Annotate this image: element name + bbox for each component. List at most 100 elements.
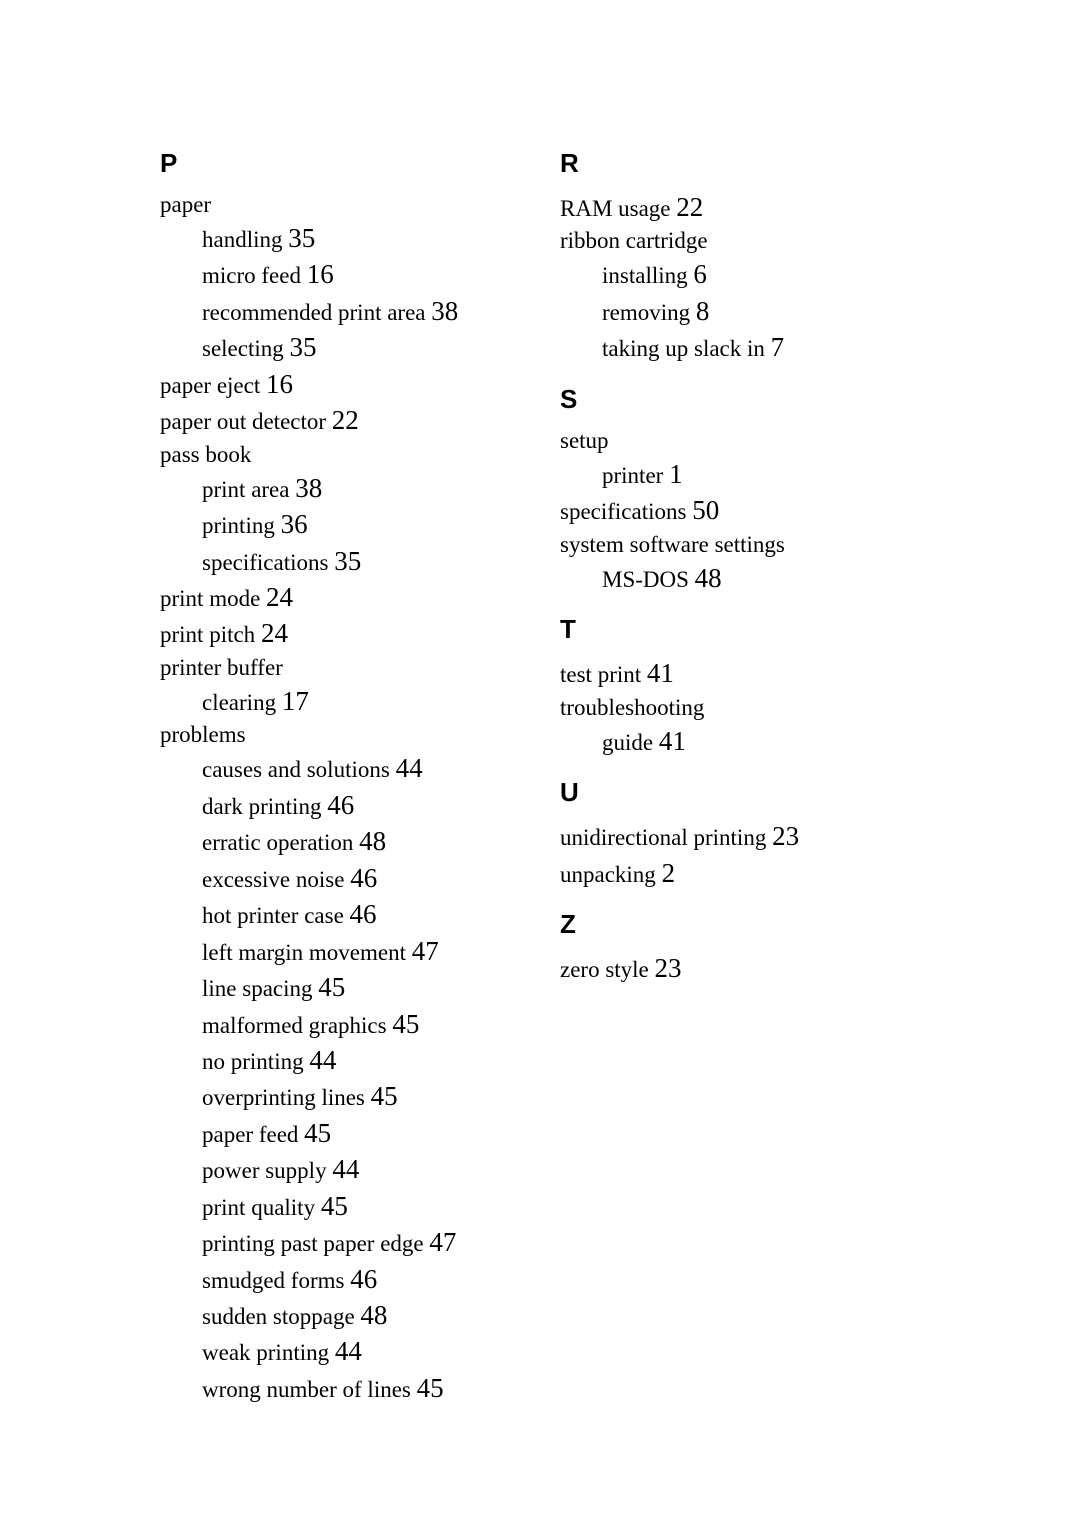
index-entry: system software settings — [560, 529, 920, 560]
entry-page: 36 — [281, 509, 308, 539]
entry-text: print mode — [160, 586, 260, 611]
entry-page: 46 — [350, 1264, 377, 1294]
index-entry: unidirectional printing 23 — [560, 818, 920, 854]
entry-text: overprinting lines — [202, 1085, 365, 1110]
entry-text: zero style — [560, 957, 649, 982]
entry-page: 44 — [335, 1336, 362, 1366]
entry-page: 23 — [655, 953, 682, 983]
entry-text: paper out detector — [160, 409, 326, 434]
index-entry: RAM usage 22 — [560, 189, 920, 225]
entry-page: 45 — [417, 1373, 444, 1403]
entry-text: sudden stoppage — [202, 1304, 355, 1329]
entry-text: printing — [202, 513, 275, 538]
entry-page: 48 — [695, 563, 722, 593]
entry-text: pass book — [160, 442, 251, 467]
index-entry: paper — [160, 189, 520, 220]
entry-page: 16 — [307, 259, 334, 289]
index-sub-entry: dark printing 46 — [160, 787, 520, 823]
index-sub-entry: overprinting lines 45 — [160, 1078, 520, 1114]
entry-page: 50 — [692, 495, 719, 525]
index-sub-entry: taking up slack in 7 — [560, 329, 920, 365]
index-sub-entry: removing 8 — [560, 293, 920, 329]
index-sub-entry: smudged forms 46 — [160, 1261, 520, 1297]
entry-text: micro feed — [202, 263, 301, 288]
index-sub-entry: wrong number of lines 45 — [160, 1370, 520, 1406]
index-sub-entry: erratic operation 48 — [160, 823, 520, 859]
entry-page: 22 — [332, 405, 359, 435]
entry-text: erratic operation — [202, 830, 353, 855]
index-sub-entry: clearing 17 — [160, 683, 520, 719]
entry-text: MS-DOS — [602, 567, 689, 592]
entry-page: 38 — [295, 473, 322, 503]
index-sub-entry: handling 35 — [160, 220, 520, 256]
entry-text: setup — [560, 428, 609, 453]
entry-page: 47 — [412, 936, 439, 966]
entry-text: power supply — [202, 1158, 327, 1183]
entry-page: 46 — [350, 863, 377, 893]
index-sub-entry: selecting 35 — [160, 329, 520, 365]
entry-text: print pitch — [160, 622, 255, 647]
entry-text: guide — [602, 730, 653, 755]
index-sub-entry: printer 1 — [560, 456, 920, 492]
entry-text: paper feed — [202, 1122, 298, 1147]
letter-heading: T — [560, 614, 920, 645]
entry-page: 45 — [371, 1081, 398, 1111]
index-entry: print pitch 24 — [160, 615, 520, 651]
entry-text: wrong number of lines — [202, 1377, 411, 1402]
index-sub-entry: hot printer case 46 — [160, 896, 520, 932]
entry-text: recommended print area — [202, 300, 426, 325]
entry-text: hot printer case — [202, 903, 344, 928]
entry-page: 44 — [332, 1154, 359, 1184]
entry-text: system software settings — [560, 532, 785, 557]
entry-page: 24 — [266, 582, 293, 612]
index-sub-entry: sudden stoppage 48 — [160, 1297, 520, 1333]
index-sub-entry: no printing 44 — [160, 1042, 520, 1078]
index-sub-entry: paper feed 45 — [160, 1115, 520, 1151]
letter-heading: S — [560, 384, 920, 415]
index-entry: pass book — [160, 439, 520, 470]
entry-text: RAM usage — [560, 196, 671, 221]
index-entry: paper eject 16 — [160, 366, 520, 402]
entry-page: 35 — [288, 223, 315, 253]
entry-text: test print — [560, 662, 641, 687]
index-sub-entry: excessive noise 46 — [160, 860, 520, 896]
column-right: RRAM usage 22ribbon cartridgeinstalling … — [560, 148, 920, 1406]
index-sub-entry: left margin movement 47 — [160, 933, 520, 969]
entry-page: 16 — [266, 369, 293, 399]
index-sub-entry: causes and solutions 44 — [160, 750, 520, 786]
entry-text: print quality — [202, 1195, 315, 1220]
entry-page: 44 — [309, 1045, 336, 1075]
entry-text: specifications — [560, 499, 686, 524]
entry-text: causes and solutions — [202, 757, 390, 782]
entry-page: 41 — [659, 726, 686, 756]
letter-heading: R — [560, 148, 920, 179]
index-sub-entry: line spacing 45 — [160, 969, 520, 1005]
letter-heading: U — [560, 777, 920, 808]
index-sub-entry: installing 6 — [560, 256, 920, 292]
index-sub-entry: print area 38 — [160, 470, 520, 506]
index-sub-entry: weak printing 44 — [160, 1333, 520, 1369]
index-entry: problems — [160, 719, 520, 750]
entry-page: 22 — [676, 192, 703, 222]
entry-text: left margin movement — [202, 940, 406, 965]
entry-text: handling — [202, 227, 283, 252]
entry-text: problems — [160, 722, 246, 747]
entry-text: print area — [202, 477, 289, 502]
index-container: Ppaperhandling 35micro feed 16recommende… — [160, 148, 920, 1406]
entry-text: clearing — [202, 690, 276, 715]
index-entry: setup — [560, 425, 920, 456]
entry-page: 24 — [261, 618, 288, 648]
entry-text: printer buffer — [160, 655, 283, 680]
index-entry: paper out detector 22 — [160, 402, 520, 438]
entry-page: 46 — [327, 790, 354, 820]
entry-page: 6 — [693, 259, 707, 289]
index-sub-entry: recommended print area 38 — [160, 293, 520, 329]
index-sub-entry: printing 36 — [160, 506, 520, 542]
entry-page: 8 — [696, 296, 710, 326]
entry-page: 38 — [431, 296, 458, 326]
index-entry: troubleshooting — [560, 692, 920, 723]
entry-page: 45 — [321, 1191, 348, 1221]
entry-text: paper — [160, 192, 211, 217]
index-sub-entry: specifications 35 — [160, 543, 520, 579]
entry-text: installing — [602, 263, 688, 288]
